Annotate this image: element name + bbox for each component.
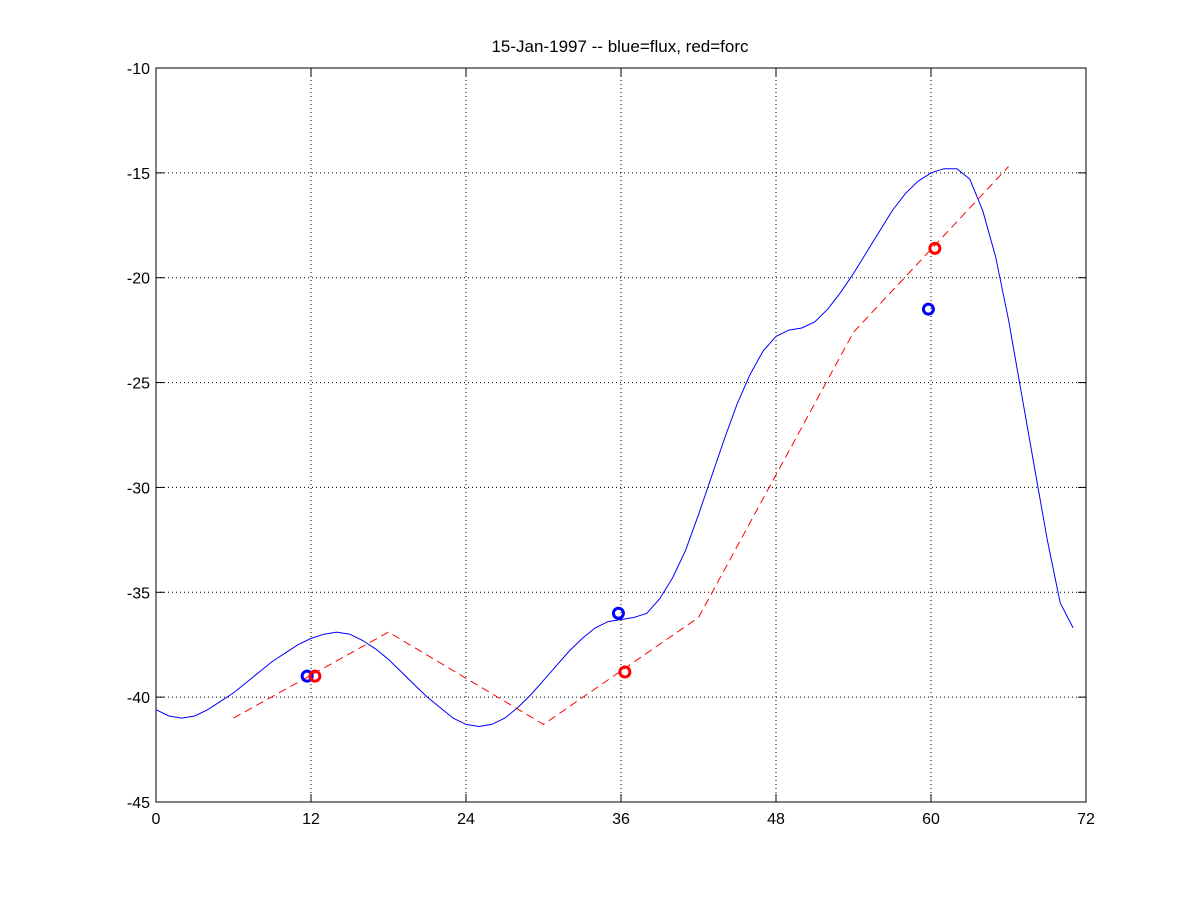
x-tick-label: 0	[152, 811, 161, 828]
series-layer	[155, 166, 1074, 728]
y-tick-label: -35	[127, 585, 150, 602]
x-tick-label: 12	[302, 811, 320, 828]
x-tick-label: 48	[767, 811, 785, 828]
y-tick-label: -25	[127, 376, 150, 393]
x-tick-label: 72	[1077, 811, 1095, 828]
marker-point-0	[300, 669, 314, 683]
series-line-1	[233, 166, 1009, 725]
marker-point-3	[308, 669, 322, 683]
marker-point-5	[928, 241, 942, 255]
y-tick-label: -10	[127, 61, 150, 78]
axis-ticks: 0 12 24 36 48 60 72 -45 -40 -35 -30 -25 -20 -15 -10	[127, 61, 1095, 828]
y-tick-label: -15	[127, 166, 150, 183]
marker-point-2	[921, 302, 935, 316]
y-tick-label: -30	[127, 480, 150, 497]
series-line-0	[155, 168, 1074, 728]
marker-point-1	[611, 606, 625, 620]
x-tick-label: 60	[922, 811, 940, 828]
x-tick-label: 24	[457, 811, 475, 828]
y-tick-label: -40	[127, 690, 150, 707]
y-tick-label: -45	[127, 795, 150, 812]
grid-lines	[156, 68, 1086, 802]
chart-title: 15-Jan-1997 -- blue=flux, red=forc	[491, 37, 749, 56]
x-tick-label: 36	[612, 811, 630, 828]
marker-point-4	[618, 665, 632, 679]
marker-layer	[300, 241, 942, 683]
y-tick-label: -20	[127, 271, 150, 288]
